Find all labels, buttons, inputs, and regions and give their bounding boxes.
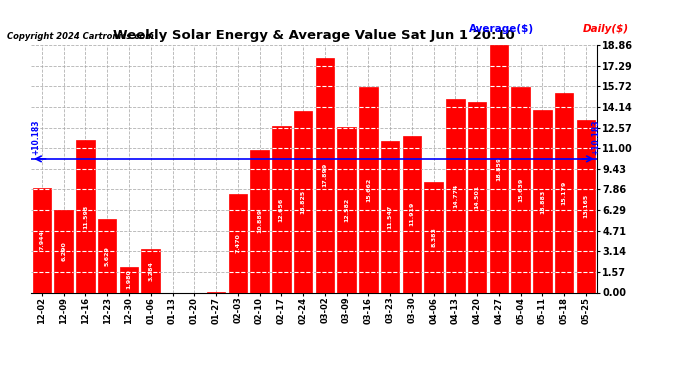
Bar xyxy=(446,99,464,292)
Text: 1.980: 1.980 xyxy=(126,270,132,290)
Bar xyxy=(32,188,51,292)
Bar xyxy=(228,195,247,292)
Text: 7.944: 7.944 xyxy=(39,231,44,251)
Text: 14.774: 14.774 xyxy=(453,183,458,208)
Bar xyxy=(76,140,95,292)
Bar xyxy=(337,128,356,292)
Bar xyxy=(272,126,290,292)
Text: Daily($): Daily($) xyxy=(583,24,629,34)
Text: Average($): Average($) xyxy=(469,24,534,34)
Bar xyxy=(120,267,138,292)
Text: 11.593: 11.593 xyxy=(83,204,88,228)
Text: 13.883: 13.883 xyxy=(540,189,545,213)
Bar xyxy=(55,210,73,292)
Bar xyxy=(359,87,377,292)
Text: 5.629: 5.629 xyxy=(105,246,110,266)
Text: 11.547: 11.547 xyxy=(388,205,393,229)
Text: 3.284: 3.284 xyxy=(148,261,153,281)
Bar xyxy=(511,87,530,292)
Bar xyxy=(141,249,160,292)
Bar xyxy=(577,120,595,292)
Bar xyxy=(468,102,486,292)
Text: 7.470: 7.470 xyxy=(235,234,240,254)
Text: 15.639: 15.639 xyxy=(518,178,523,202)
Bar xyxy=(424,183,443,292)
Text: 11.919: 11.919 xyxy=(409,202,415,226)
Text: 8.383: 8.383 xyxy=(431,228,436,248)
Text: 10.889: 10.889 xyxy=(257,209,262,233)
Text: 13.825: 13.825 xyxy=(301,190,306,214)
Text: 18.859: 18.859 xyxy=(496,157,502,181)
Text: 17.899: 17.899 xyxy=(322,163,327,187)
Text: 12.582: 12.582 xyxy=(344,198,349,222)
Bar xyxy=(533,110,552,292)
Text: Copyright 2024 Cartronics.com: Copyright 2024 Cartronics.com xyxy=(7,32,154,41)
Bar xyxy=(403,136,421,292)
Bar xyxy=(250,150,269,292)
Bar xyxy=(490,45,508,292)
Text: +10.183: +10.183 xyxy=(591,119,600,155)
Bar xyxy=(381,141,400,292)
Bar xyxy=(98,219,117,292)
Bar xyxy=(555,93,573,292)
Text: 13.165: 13.165 xyxy=(584,194,589,218)
Text: 15.662: 15.662 xyxy=(366,178,371,202)
Bar xyxy=(294,111,313,292)
Bar xyxy=(315,58,334,292)
Text: 12.656: 12.656 xyxy=(279,197,284,222)
Text: +10.183: +10.183 xyxy=(31,119,40,155)
Text: 14.501: 14.501 xyxy=(475,185,480,209)
Text: 6.290: 6.290 xyxy=(61,242,66,261)
Title: Weekly Solar Energy & Average Value Sat Jun 1 20:10: Weekly Solar Energy & Average Value Sat … xyxy=(113,30,515,42)
Text: 15.179: 15.179 xyxy=(562,181,566,205)
